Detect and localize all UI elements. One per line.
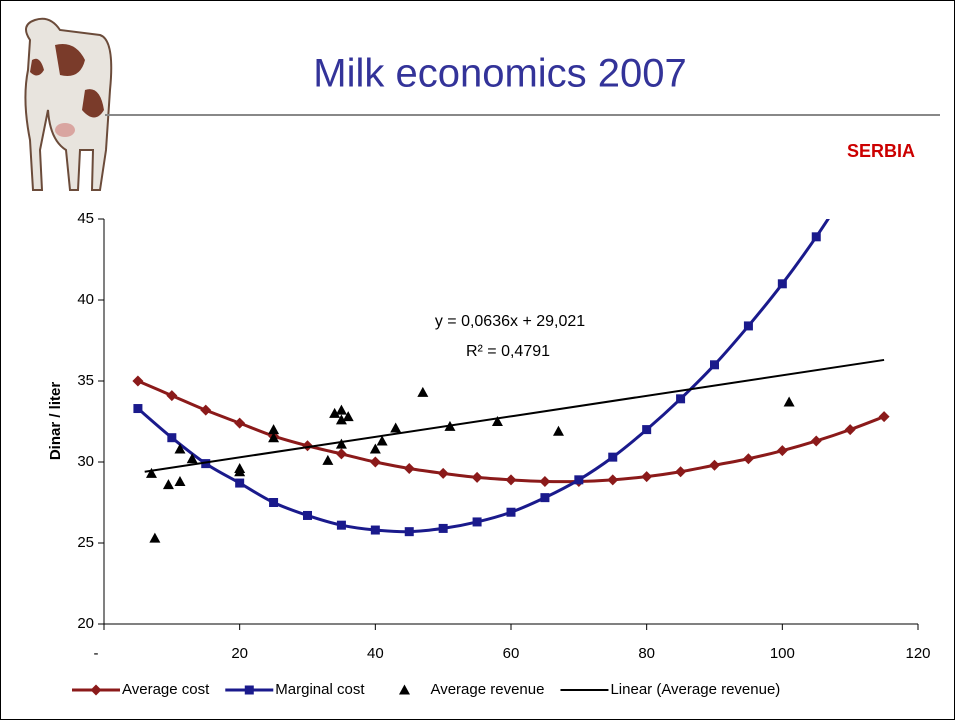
square-marker bbox=[201, 459, 211, 469]
x-tick-label: - bbox=[94, 645, 99, 662]
diamond-marker bbox=[675, 466, 687, 478]
diamond-marker bbox=[302, 440, 313, 452]
triangle-marker bbox=[149, 532, 161, 543]
square-marker bbox=[404, 527, 414, 537]
triangle-marker bbox=[145, 467, 157, 478]
square-marker bbox=[336, 520, 346, 530]
square-marker bbox=[540, 493, 550, 503]
square-marker bbox=[438, 523, 448, 533]
x-tick-label: 120 bbox=[905, 645, 930, 662]
legend-label: Linear (Average revenue) bbox=[610, 681, 780, 698]
y-tick-label: 45 bbox=[77, 210, 94, 227]
triangle-marker bbox=[552, 425, 564, 436]
y-axis-label: Dinar / liter bbox=[47, 382, 64, 461]
diamond-marker bbox=[641, 471, 653, 483]
legend-label: Average cost bbox=[122, 681, 210, 698]
diamond-marker bbox=[878, 411, 890, 423]
triangle-marker bbox=[491, 416, 503, 426]
y-tick-label: 20 bbox=[77, 615, 94, 632]
square-marker bbox=[676, 394, 686, 404]
triangle-marker bbox=[268, 424, 280, 435]
diamond-marker bbox=[166, 390, 178, 402]
legend-item: Linear (Average revenue) bbox=[560, 681, 780, 698]
square-marker bbox=[506, 507, 516, 517]
diamond-marker bbox=[742, 453, 754, 465]
y-tick-label: 40 bbox=[77, 291, 94, 308]
diamond-marker bbox=[471, 471, 483, 483]
triangle-marker bbox=[398, 684, 410, 695]
square-marker bbox=[710, 360, 719, 370]
diamond-marker bbox=[776, 445, 788, 457]
y-tick-label: 30 bbox=[77, 453, 94, 470]
diamond-marker bbox=[607, 474, 619, 486]
diamond-marker bbox=[200, 404, 212, 416]
triangle-marker bbox=[162, 479, 174, 490]
square-marker bbox=[303, 510, 312, 520]
series-line bbox=[144, 358, 885, 473]
slide-title: Milk economics 2007 bbox=[313, 52, 687, 96]
y-tick-label: 25 bbox=[77, 534, 94, 551]
square-marker bbox=[642, 425, 652, 435]
x-tick-label: 20 bbox=[231, 645, 248, 662]
triangle-marker bbox=[335, 414, 347, 425]
square-marker bbox=[777, 279, 787, 289]
x-tick-label: 60 bbox=[503, 645, 520, 662]
diamond-marker bbox=[810, 435, 822, 447]
triangle-marker bbox=[783, 396, 795, 407]
square-marker bbox=[235, 478, 245, 488]
triangle-marker bbox=[335, 404, 347, 415]
legend-item: Average revenue bbox=[398, 681, 544, 698]
diamond-marker bbox=[539, 475, 551, 487]
triangle-marker bbox=[322, 454, 334, 465]
diamond-marker bbox=[403, 462, 415, 474]
diamond-marker bbox=[90, 684, 102, 696]
diamond-marker bbox=[234, 417, 246, 429]
series-line bbox=[136, 219, 830, 534]
triangle-marker bbox=[174, 475, 186, 486]
country-badge: SERBIA bbox=[847, 141, 915, 161]
triangle-marker bbox=[417, 386, 429, 397]
triangle-marker bbox=[234, 466, 246, 477]
diamond-marker bbox=[369, 456, 381, 468]
square-marker bbox=[608, 452, 618, 462]
triangle-marker bbox=[390, 422, 402, 433]
triangle-marker bbox=[268, 432, 280, 443]
x-tick-label: 100 bbox=[770, 645, 795, 662]
square-marker bbox=[133, 404, 143, 414]
plot-area bbox=[132, 219, 890, 543]
diamond-marker bbox=[132, 375, 144, 387]
square-marker bbox=[574, 475, 584, 485]
x-tick-label: 40 bbox=[367, 645, 384, 662]
triangle-marker bbox=[174, 443, 186, 454]
triangle-marker bbox=[342, 411, 354, 422]
triangle-marker bbox=[186, 453, 198, 464]
legend-label: Marginal cost bbox=[275, 681, 365, 698]
square-marker bbox=[167, 433, 177, 443]
legend-item: Average cost bbox=[72, 681, 210, 698]
triangle-marker bbox=[376, 435, 388, 446]
trend-equation: y = 0,0636x + 29,021 bbox=[435, 313, 585, 330]
diamond-marker bbox=[437, 467, 449, 479]
square-marker bbox=[269, 498, 279, 507]
triangle-marker bbox=[329, 407, 341, 418]
legend-item: Marginal cost bbox=[225, 681, 365, 698]
x-tick-label: 80 bbox=[638, 645, 655, 662]
square-marker bbox=[743, 321, 753, 331]
diamond-marker bbox=[709, 459, 720, 471]
square-marker bbox=[472, 517, 482, 527]
y-tick-label: 35 bbox=[77, 372, 94, 389]
cow-picture bbox=[24, 17, 113, 191]
diamond-marker bbox=[844, 424, 856, 436]
square-marker bbox=[244, 685, 254, 695]
diamond-marker bbox=[505, 474, 517, 486]
triangle-marker bbox=[369, 443, 381, 454]
r-squared: R² = 0,4791 bbox=[466, 343, 550, 360]
square-marker bbox=[811, 232, 821, 242]
square-marker bbox=[370, 525, 380, 535]
legend-label: Average revenue bbox=[430, 681, 544, 698]
diamond-marker bbox=[335, 448, 347, 460]
triangle-marker bbox=[335, 438, 347, 449]
